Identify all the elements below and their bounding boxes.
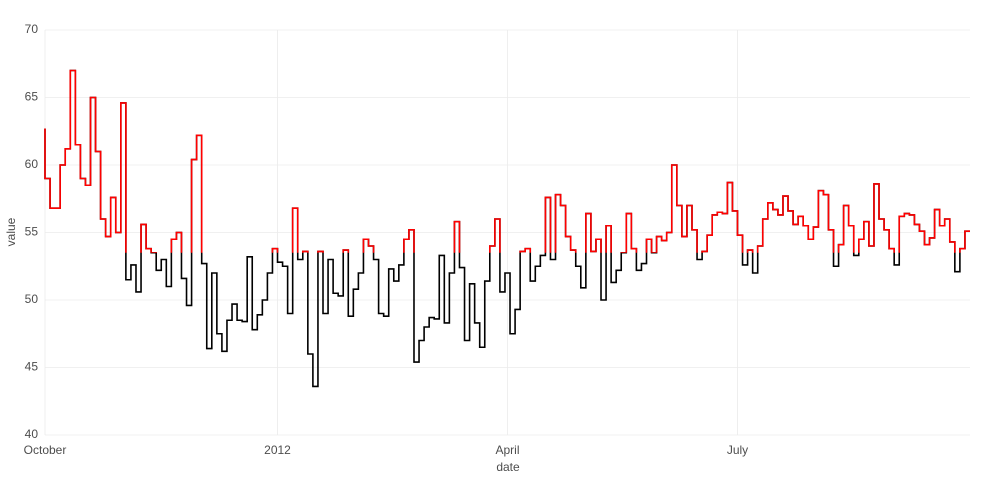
x-axis-title: date [496, 460, 520, 474]
x-tick-label: October [24, 443, 67, 457]
y-tick-label: 60 [25, 157, 39, 171]
y-tick-label: 65 [25, 90, 39, 104]
y-tick-label: 45 [25, 360, 39, 374]
y-tick-label: 40 [25, 427, 39, 441]
x-tick-label: April [495, 443, 519, 457]
y-tick-label: 50 [25, 292, 39, 306]
x-tick-label: July [727, 443, 748, 457]
step-line-highlight [44, 69, 970, 253]
x-tick-label: 2012 [264, 443, 291, 457]
y-tick-label: 70 [25, 22, 39, 36]
y-axis-title: value [4, 217, 18, 246]
y-tick-label: 55 [25, 225, 39, 239]
